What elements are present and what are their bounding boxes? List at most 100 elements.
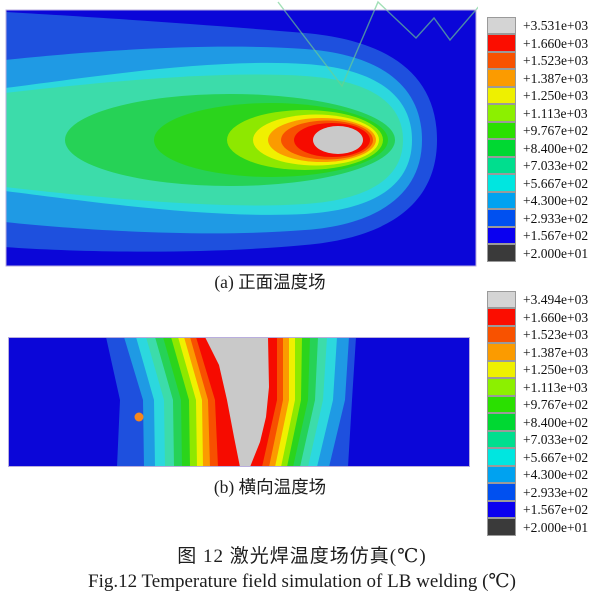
legend-value: +3.531e+03: [523, 18, 589, 33]
legend-value: +2.000e+01: [523, 519, 589, 535]
legend-swatch: [487, 16, 516, 34]
legend-row: +1.523e+03: [487, 325, 589, 344]
legend-value: +1.523e+03: [523, 327, 589, 342]
legend-swatch: [487, 191, 516, 209]
legend-value: +1.567e+02: [523, 502, 589, 517]
legend-value: +4.300e+02: [523, 193, 589, 208]
contour-bands-a: [6, 10, 476, 266]
legend-swatch: [487, 51, 516, 69]
contour-plot-frontal: [5, 0, 478, 267]
legend-value: +5.667e+02: [523, 449, 589, 465]
legend-swatch: [487, 226, 516, 244]
fusion-zone-grey-b: [205, 338, 269, 466]
legend-swatch: [487, 430, 516, 448]
legend-row: +8.400e+02: [487, 139, 589, 158]
legend-row: +3.494e+03: [487, 290, 589, 309]
legend-swatch: [487, 483, 516, 501]
legend-row: +5.667e+02: [487, 174, 589, 193]
legend-swatch: [487, 413, 516, 431]
legend-swatch: [487, 308, 516, 326]
legend-swatch: [487, 290, 516, 308]
legend-swatch: [487, 34, 516, 52]
figure-title-chinese: 图 12 激光焊温度场仿真(℃): [177, 546, 427, 567]
legend-swatch: [487, 500, 516, 518]
legend-value: +1.523e+03: [523, 53, 589, 68]
legend-row: +9.767e+02: [487, 121, 589, 140]
legend-row: +7.033e+02: [487, 156, 589, 175]
legend-value: +7.033e+02: [523, 432, 589, 447]
legend-value: +9.767e+02: [523, 123, 589, 138]
legend-a: +3.531e+03 +1.660e+03 +1.523e+03 +1.387e+03…: [487, 16, 589, 263]
contour-bands-b: [9, 338, 469, 466]
legend-value: +9.767e+02: [523, 397, 589, 412]
legend-value: +1.660e+03: [523, 35, 589, 51]
legend-row: +2.933e+02: [487, 209, 589, 228]
legend-row: +1.113e+03: [487, 104, 588, 123]
legend-row: +2.000e+01: [487, 518, 589, 537]
legend-row: +1.250e+03: [487, 360, 589, 379]
legend-swatch: [487, 395, 516, 413]
legend-swatch: [487, 174, 516, 192]
legend-value: +2.000e+01: [523, 245, 589, 261]
legend-swatch: [487, 156, 516, 174]
legend-row: +1.660e+03: [487, 308, 589, 327]
legend-value: +2.933e+02: [523, 484, 589, 500]
legend-row: +5.667e+02: [487, 448, 589, 467]
legend-value: +5.667e+02: [523, 175, 589, 191]
legend-swatch: [487, 139, 516, 157]
plot-b-border: [8, 337, 470, 467]
legend-value: +1.387e+03: [523, 344, 589, 360]
legend-swatch: [487, 104, 516, 122]
legend-row: +2.933e+02: [487, 483, 589, 502]
legend-swatch: [487, 518, 516, 536]
legend-swatch: [487, 360, 516, 378]
figure-title-english: Fig.12 Temperature field simulation of L…: [88, 571, 516, 592]
legend-row: +1.660e+03: [487, 34, 589, 53]
mesh-zigzag-line: [277, 0, 478, 88]
legend-swatch: [487, 465, 516, 483]
legend-swatch: [487, 69, 516, 87]
marker-dot: [134, 412, 144, 422]
legend-value: +8.400e+02: [523, 414, 589, 430]
molten-pool-a: [313, 126, 363, 154]
legend-row: +4.300e+02: [487, 465, 589, 484]
legend-value: +1.660e+03: [523, 309, 589, 325]
caption-a: (a) 正面温度场: [214, 272, 326, 292]
legend-value: +1.387e+03: [523, 70, 589, 86]
legend-value: +1.113e+03: [523, 379, 588, 395]
legend-row: +3.531e+03: [487, 16, 589, 35]
legend-row: +2.000e+01: [487, 244, 589, 263]
legend-row: +1.387e+03: [487, 69, 589, 88]
legend-row: +1.250e+03: [487, 86, 589, 105]
legend-swatch: [487, 448, 516, 466]
legend-row: +8.400e+02: [487, 413, 589, 432]
legend-value: +1.250e+03: [523, 362, 589, 377]
legend-value: +3.494e+03: [523, 292, 589, 307]
legend-row: +1.387e+03: [487, 343, 589, 362]
legend-swatch: [487, 325, 516, 343]
contour-plot-transverse: [8, 337, 470, 467]
legend-swatch: [487, 378, 516, 396]
legend-value: +8.400e+02: [523, 140, 589, 156]
legend-row: +1.567e+02: [487, 226, 589, 245]
legend-value: +2.933e+02: [523, 210, 589, 226]
plot-a-border: [5, 9, 477, 267]
legend-swatch: [487, 86, 516, 104]
legend-swatch: [487, 343, 516, 361]
legend-row: +7.033e+02: [487, 430, 589, 449]
legend-swatch: [487, 209, 516, 227]
legend-value: +4.300e+02: [523, 467, 589, 482]
legend-value: +7.033e+02: [523, 158, 589, 173]
legend-b: +3.494e+03 +1.660e+03 +1.523e+03 +1.387e+03…: [487, 290, 589, 537]
legend-row: +9.767e+02: [487, 395, 589, 414]
caption-b: (b) 横向温度场: [213, 477, 327, 497]
legend-row: +1.523e+03: [487, 51, 589, 70]
legend-row: +4.300e+02: [487, 191, 589, 210]
legend-swatch: [487, 121, 516, 139]
legend-row: +1.567e+02: [487, 500, 589, 519]
legend-value: +1.113e+03: [523, 105, 588, 121]
legend-row: +1.113e+03: [487, 378, 588, 397]
legend-value: +1.567e+02: [523, 228, 589, 243]
legend-value: +1.250e+03: [523, 88, 589, 103]
